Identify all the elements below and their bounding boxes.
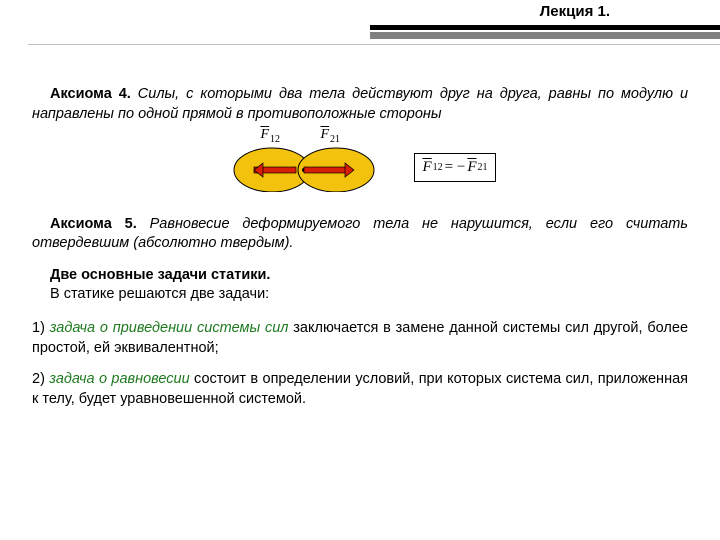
eq-rhs: F xyxy=(467,157,476,177)
task-2-green: задача о равновесии xyxy=(49,371,189,387)
slide-header: Лекция 1. xyxy=(0,0,720,55)
axiom-4-text: Силы, с которыми два тела действуют друг… xyxy=(32,86,688,122)
figure-row: F12 F21 F12 = − F21 xyxy=(32,136,688,199)
lecture-title: Лекция 1. xyxy=(540,3,610,20)
forces-diagram: F12 F21 xyxy=(224,136,384,199)
header-rule-thin xyxy=(28,44,720,45)
axiom-4-para: Аксиома 4. Силы, с которыми два тела дей… xyxy=(32,85,688,124)
tasks-heading-block: Две основные задачи статики. В статике р… xyxy=(32,266,688,305)
axiom-4-label: Аксиома 4. xyxy=(50,86,131,102)
task-2-num: 2) xyxy=(32,371,49,387)
task-2: 2) задача о равновесии состоит в определ… xyxy=(32,370,688,409)
f12-label: F12 xyxy=(260,126,280,146)
task-1-green: задача о приведении системы сил xyxy=(50,320,289,336)
header-rule-gray xyxy=(370,32,720,39)
header-rule-thick xyxy=(370,25,720,30)
slide-body: Аксиома 4. Силы, с которыми два тела дей… xyxy=(0,55,720,429)
eq-lhs: F xyxy=(422,157,431,177)
eq-op: = − xyxy=(443,157,468,177)
tasks-intro: В статике решаются две задачи: xyxy=(32,285,269,305)
f21-label: F21 xyxy=(320,126,340,146)
equation-box: F12 = − F21 xyxy=(414,153,495,181)
task-1: 1) задача о приведении системы сил заклю… xyxy=(32,319,688,358)
forces-svg xyxy=(224,136,384,192)
axiom-5-para: Аксиома 5. Равновесие деформируемого тел… xyxy=(32,215,688,254)
task-1-num: 1) xyxy=(32,320,50,336)
axiom-5-label: Аксиома 5. xyxy=(50,216,137,232)
tasks-heading: Две основные задачи статики. xyxy=(50,267,270,283)
